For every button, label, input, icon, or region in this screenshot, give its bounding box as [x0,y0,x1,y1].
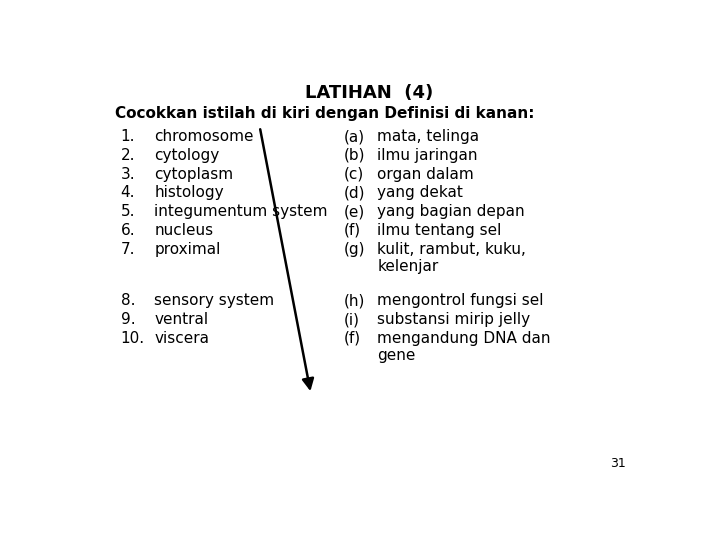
Text: (a): (a) [344,129,365,144]
Text: Cocokkan istilah di kiri dengan Definisi di kanan:: Cocokkan istilah di kiri dengan Definisi… [115,106,535,122]
Text: cytoplasm: cytoplasm [154,167,233,181]
Text: nucleus: nucleus [154,223,213,238]
Text: mata, telinga: mata, telinga [377,129,480,144]
Text: ventral: ventral [154,312,208,327]
Text: (e): (e) [344,204,365,219]
Text: substansi mirip jelly: substansi mirip jelly [377,312,531,327]
Text: mengontrol fungsi sel: mengontrol fungsi sel [377,294,544,308]
Text: 8.: 8. [121,294,135,308]
Text: 9.: 9. [121,312,135,327]
Text: integumentum system: integumentum system [154,204,328,219]
Text: (g): (g) [344,241,365,256]
Text: yang bagian depan: yang bagian depan [377,204,525,219]
Text: ilmu tentang sel: ilmu tentang sel [377,223,502,238]
Text: 5.: 5. [121,204,135,219]
Text: organ dalam: organ dalam [377,167,474,181]
Text: histology: histology [154,185,224,200]
Text: yang dekat: yang dekat [377,185,463,200]
Text: viscera: viscera [154,331,210,346]
Text: sensory system: sensory system [154,294,274,308]
Text: chromosome: chromosome [154,129,253,144]
Text: cytology: cytology [154,148,220,163]
Text: (i): (i) [344,312,360,327]
Text: (h): (h) [344,294,365,308]
Text: 1.: 1. [121,129,135,144]
Text: mengandung DNA dan
gene: mengandung DNA dan gene [377,331,551,363]
Text: (c): (c) [344,167,364,181]
Text: LATIHAN  (4): LATIHAN (4) [305,84,433,102]
Text: 2.: 2. [121,148,135,163]
Text: 3.: 3. [121,167,135,181]
Text: 10.: 10. [121,331,145,346]
Text: (d): (d) [344,185,365,200]
Text: 4.: 4. [121,185,135,200]
Text: kulit, rambut, kuku,
kelenjar: kulit, rambut, kuku, kelenjar [377,241,526,274]
Text: proximal: proximal [154,241,220,256]
Text: 31: 31 [610,457,626,470]
Text: ilmu jaringan: ilmu jaringan [377,148,478,163]
Text: (f): (f) [344,223,361,238]
Text: 7.: 7. [121,241,135,256]
Text: 6.: 6. [121,223,135,238]
Text: (f): (f) [344,331,361,346]
Text: (b): (b) [344,148,365,163]
